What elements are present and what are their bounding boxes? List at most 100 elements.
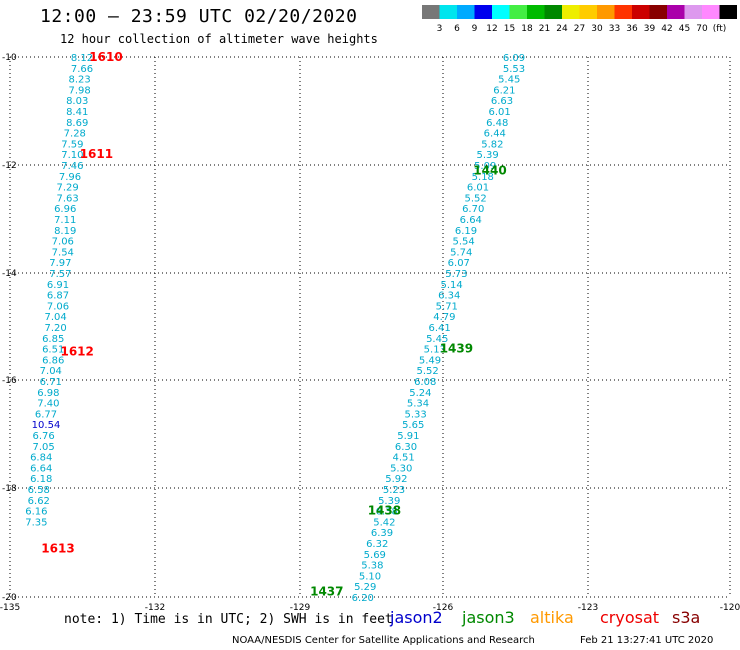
wave-height-value: 6.39 (371, 528, 393, 539)
x-tick-label: -135 (0, 603, 20, 610)
wave-height-value: 8.12 (71, 53, 93, 64)
wave-height-value: 7.35 (25, 517, 47, 528)
pass-time-label: 1612 (60, 344, 93, 358)
wave-height-value: 7.04 (40, 366, 62, 377)
wave-height-value: 5.24 (409, 388, 431, 399)
wave-height-value: 6.07 (448, 258, 470, 269)
wave-height-value: 6.62 (28, 496, 50, 507)
wave-height-value: 7.20 (44, 323, 66, 334)
wave-height-value: 6.38 (376, 507, 398, 518)
satellite-name: s3a (672, 608, 701, 627)
color-swatch (667, 5, 685, 19)
color-swatch (492, 5, 510, 19)
wave-height-value: 5.18 (472, 172, 494, 183)
color-swatch (579, 5, 597, 19)
color-scale-label: 15 (504, 24, 515, 34)
credit-timestamp: Feb 21 13:27:41 UTC 2020 (580, 635, 714, 646)
wave-height-value: 4.79 (433, 312, 455, 323)
wave-height-value: 6.86 (42, 355, 64, 366)
wave-height-value: 6.58 (28, 485, 50, 496)
pass-time-label: 1440 (473, 163, 506, 177)
wave-height-value: 7.06 (47, 301, 69, 312)
color-scale-legend: 3 6 9 12 15 18 21 24 27 30 33 36 39 42 45 70 (ft) (422, 5, 737, 34)
wave-height-value: 5.74 (450, 247, 472, 258)
wave-height-value: 5.92 (385, 474, 407, 485)
color-swatch (684, 5, 702, 19)
satellite-name: jason3 (462, 608, 515, 627)
color-swatch (597, 5, 615, 19)
wave-height-value: 6.48 (486, 118, 508, 129)
wave-height-value: 6.09 (503, 53, 525, 64)
wave-height-value: 5.29 (354, 582, 376, 593)
color-scale-label: 42 (661, 24, 672, 34)
wave-height-value: 6.08 (414, 377, 436, 388)
wave-height-value: 5.52 (464, 193, 486, 204)
wave-height-value: 5.53 (503, 64, 525, 75)
color-swatch (632, 5, 650, 19)
color-swatch (439, 5, 457, 19)
wave-height-value: 6.18 (30, 474, 52, 485)
wave-height-value: 7.40 (37, 399, 59, 410)
x-tick-label: -129 (290, 603, 311, 610)
pass-time-label: 1438 (368, 504, 401, 518)
wave-height-value: 6.32 (366, 539, 388, 550)
y-tick-label: -12 (2, 161, 17, 171)
wave-height-value: 5.65 (402, 420, 424, 431)
wave-height-value: 5.39 (476, 150, 498, 161)
wave-height-value: 6.44 (484, 129, 506, 140)
wave-height-value: 5.14 (440, 280, 462, 291)
color-swatch (544, 5, 562, 19)
satellite-name: altika (530, 608, 574, 627)
wave-height-value: 8.19 (54, 226, 76, 237)
x-tick-label: -132 (145, 603, 165, 610)
color-swatch (474, 5, 492, 19)
wave-height-value: 5.52 (416, 366, 438, 377)
y-tick-label: -16 (2, 376, 17, 386)
color-scale-label: 30 (591, 24, 603, 34)
wave-height-value: 6.98 (37, 388, 59, 399)
wave-height-value: 7.63 (56, 193, 78, 204)
y-tick-label: -14 (2, 269, 17, 279)
x-tick-label: -123 (578, 603, 598, 610)
y-tick-label: -20 (2, 593, 17, 603)
color-swatch (422, 5, 440, 19)
wave-height-value: 5.73 (445, 269, 467, 280)
wave-height-value: 7.66 (71, 64, 93, 75)
wave-height-value: 6.19 (455, 226, 477, 237)
wave-height-value: 6.30 (395, 442, 417, 453)
color-scale-label: 9 (472, 24, 478, 34)
x-tick-label: -120 (720, 603, 740, 610)
color-swatch (702, 5, 720, 19)
wave-height-value: 5.54 (452, 237, 474, 248)
color-scale-label: 12 (486, 24, 497, 34)
wave-height-value: 7.05 (32, 442, 54, 453)
wave-height-value: 6.51 (42, 345, 64, 356)
color-scale-label: 6 (454, 24, 460, 34)
wave-height-value: 7.96 (59, 172, 81, 183)
wave-height-value: 6.71 (40, 377, 62, 388)
wave-height-value: 6.01 (488, 107, 510, 118)
wave-height-value: 5.10 (359, 571, 381, 582)
color-scale-label: 36 (626, 24, 638, 34)
wave-height-value: 5.42 (373, 517, 395, 528)
wave-height-value: 7.57 (49, 269, 71, 280)
color-scale-label: 27 (574, 24, 585, 34)
satellite-name: cryosat (600, 608, 660, 627)
wave-height-value: 8.23 (68, 75, 90, 86)
wave-height-value: 5.71 (436, 301, 458, 312)
wave-height-value: 5.91 (397, 431, 419, 442)
x-tick-label: -126 (433, 603, 454, 610)
wave-height-value: 7.46 (61, 161, 83, 172)
wave-height-value: 7.29 (56, 183, 78, 194)
wave-height-value: 5.49 (419, 355, 441, 366)
wave-height-value: 7.54 (52, 247, 74, 258)
page-title: 12:00 — 23:59 UTC 02/20/2020 (40, 6, 358, 27)
footer-note: note: 1) Time is in UTC; 2) SWH is in fe… (64, 612, 393, 627)
y-tick-label: -10 (2, 53, 17, 63)
wave-height-value: 10.54 (32, 420, 61, 431)
wave-height-value: 6.87 (47, 291, 69, 302)
wave-height-value: 6.16 (25, 507, 47, 518)
wave-height-value: 6.77 (35, 409, 57, 420)
wave-height-value: 7.59 (61, 139, 83, 150)
wave-height-value: 5.30 (390, 463, 412, 474)
